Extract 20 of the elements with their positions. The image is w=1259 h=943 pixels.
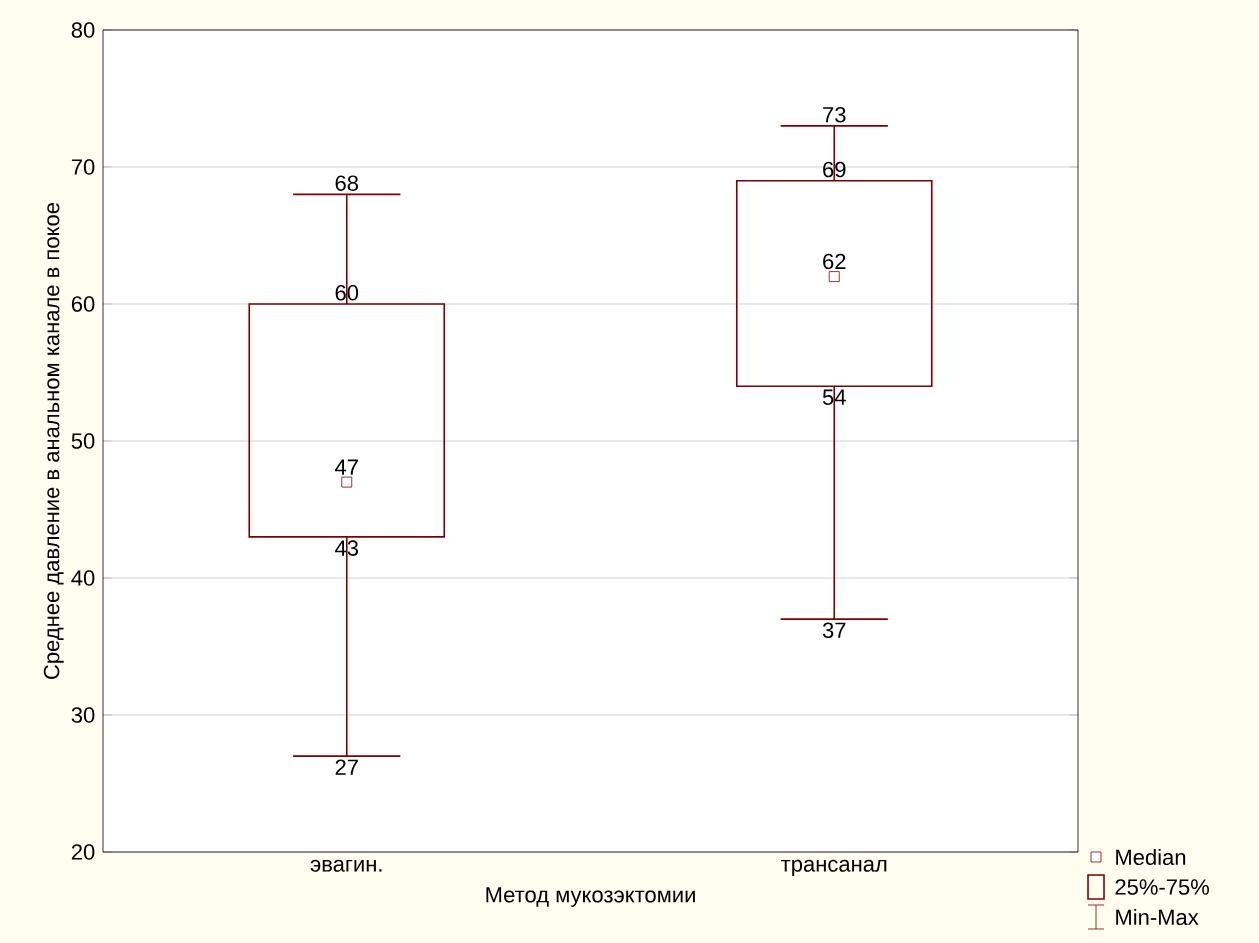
y-tick-label: 50 [71,433,95,449]
text: 25%-75% [1115,879,1209,895]
y-tick-label: 80 [71,22,95,38]
y-tick-label: 60 [71,296,95,312]
y-axis-title: Среднее давление в анальном канале в покое [43,203,64,679]
annotation: 47 [335,459,358,475]
annotation: 62 [823,253,846,270]
y-tick-label: 40 [71,570,95,586]
y-tick-label: 70 [71,159,95,175]
annotation: 27 [335,759,358,775]
text: Min-Max [1116,908,1199,926]
annotation: 37 [822,622,846,639]
annotation: 73 [823,106,846,123]
x-axis-title: Метод мукозэктомии [486,887,695,907]
annotation: 68 [335,175,359,191]
y-tick-label: 30 [71,707,95,723]
y-tick-label: 20 [71,844,95,860]
x-tick-label: трансанал [781,859,887,877]
x-tick-label: эвагин. [310,859,382,872]
text: Median [1116,848,1186,866]
